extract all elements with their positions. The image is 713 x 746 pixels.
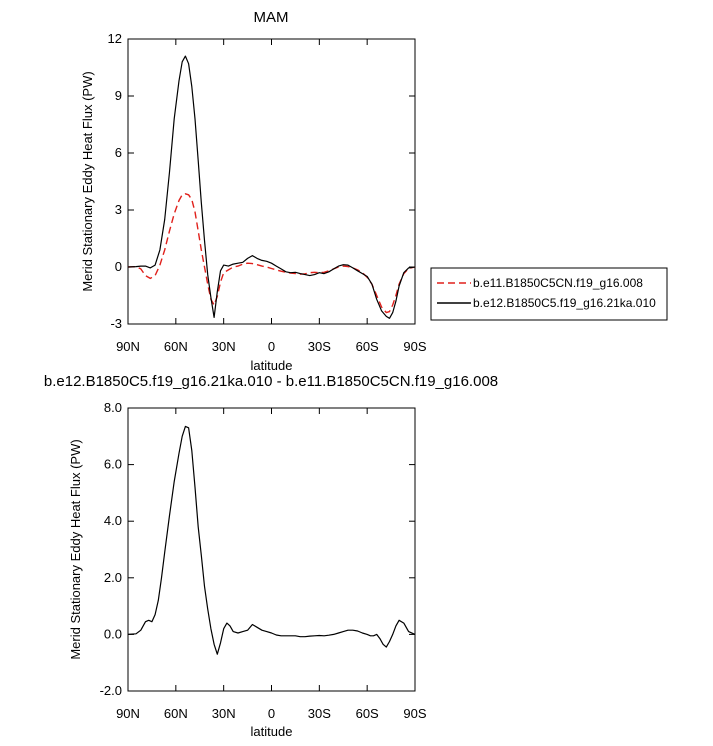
x-tick-label: 0 bbox=[268, 339, 275, 354]
y-tick-label: 0.0 bbox=[104, 626, 122, 641]
series-line-1 bbox=[127, 193, 416, 314]
y-tick-label: 8.0 bbox=[104, 400, 122, 415]
plot-frame bbox=[127, 38, 416, 325]
legend-label-2: b.e12.B1850C5.f19_g16.21ka.010 bbox=[473, 296, 656, 310]
x-tick-label: 60N bbox=[164, 706, 188, 721]
x-tick-label: 60N bbox=[164, 339, 188, 354]
x-tick-label: 30N bbox=[212, 339, 236, 354]
y-tick-label: 0 bbox=[115, 259, 122, 274]
y-tick-label: 4.0 bbox=[104, 513, 122, 528]
y-tick-label: 2.0 bbox=[104, 570, 122, 585]
x-axis-label: latitude bbox=[251, 358, 293, 373]
chart-title: MAM bbox=[254, 9, 289, 26]
legend-box bbox=[430, 267, 668, 321]
series-line-1 bbox=[127, 425, 416, 655]
x-tick-label: 30N bbox=[212, 706, 236, 721]
y-tick-label: -3 bbox=[110, 316, 122, 331]
plot-frame bbox=[127, 407, 416, 692]
y-tick-label: 6 bbox=[115, 145, 122, 160]
x-tick-label: 90S bbox=[403, 339, 426, 354]
x-tick-label: 90N bbox=[116, 706, 140, 721]
y-tick-label: 9 bbox=[115, 88, 122, 103]
y-axis-label: Merid Stationary Eddy Heat Flux (PW) bbox=[68, 439, 83, 659]
y-tick-label: 6.0 bbox=[104, 457, 122, 472]
x-tick-label: 30S bbox=[308, 339, 331, 354]
x-tick-label: 60S bbox=[356, 706, 379, 721]
x-tick-label: 90N bbox=[116, 339, 140, 354]
x-tick-label: 0 bbox=[268, 706, 275, 721]
y-axis-label: Merid Stationary Eddy Heat Flux (PW) bbox=[80, 71, 95, 291]
x-tick-label: 60S bbox=[356, 339, 379, 354]
series-line-2 bbox=[127, 55, 416, 319]
x-axis-label: latitude bbox=[251, 724, 293, 739]
y-tick-label: 12 bbox=[108, 31, 122, 46]
x-tick-label: 30S bbox=[308, 706, 331, 721]
y-tick-label: -2.0 bbox=[100, 683, 122, 698]
chart-title: b.e12.B1850C5.f19_g16.21ka.010 - b.e11.B… bbox=[44, 373, 498, 390]
y-tick-label: 3 bbox=[115, 202, 122, 217]
legend-label-1: b.e11.B1850C5CN.f19_g16.008 bbox=[473, 276, 643, 290]
x-tick-label: 90S bbox=[403, 706, 426, 721]
